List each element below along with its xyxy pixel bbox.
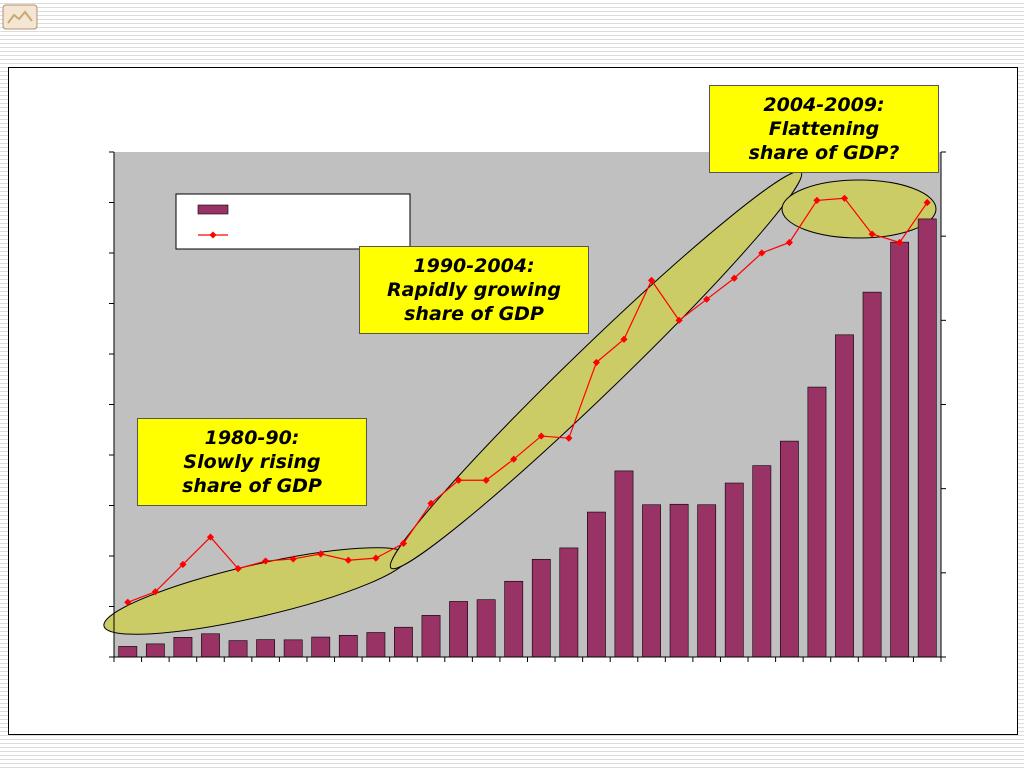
bar-1987 — [311, 636, 331, 658]
gdp-share-point-1994 — [510, 455, 518, 463]
bar-1992 — [449, 601, 468, 658]
gdp-share-point-1995 — [537, 432, 545, 440]
gdp-share-point-2008 — [896, 238, 904, 247]
bar-2005 — [807, 386, 827, 658]
bar-1981 — [145, 643, 165, 658]
callout-2004-line-2: Flattening — [768, 118, 880, 140]
callout-1980-line-2: Slowly rising — [183, 451, 321, 473]
bar-2006 — [835, 334, 854, 658]
bar-2001 — [697, 504, 717, 658]
callout-1990-line-3: share of GDP — [404, 303, 544, 325]
slide-thumbnail-icon — [2, 4, 38, 30]
bar-2007 — [862, 291, 882, 658]
bar-1994 — [504, 580, 524, 658]
bar-1989 — [366, 632, 386, 658]
gdp-share-point-1982 — [179, 560, 187, 569]
legend — [175, 193, 411, 250]
bar-1991 — [421, 615, 441, 658]
bar-2008 — [890, 241, 910, 658]
bar-2002 — [724, 482, 744, 658]
gdp-share-point-1988 — [344, 556, 352, 564]
gdp-share-point-2007 — [868, 230, 876, 238]
bar-1984 — [228, 640, 248, 658]
gdp-share-point-2002 — [730, 274, 738, 282]
callout-1980-90: 1980-90: Slowly rising share of GDP — [137, 418, 367, 506]
callout-2004-2009: 2004-2009: Flattening share of GDP? — [709, 85, 939, 173]
bar-1999 — [642, 504, 661, 658]
bar-2000 — [669, 503, 689, 658]
chart — [103, 151, 946, 662]
gdp-share-point-2009 — [923, 198, 931, 207]
gdp-share-point-1991 — [427, 499, 435, 507]
bar-1980 — [118, 646, 138, 658]
bar-1995 — [531, 558, 551, 658]
gdp-share-point-2005 — [813, 196, 821, 204]
bar-1986 — [283, 639, 303, 658]
gdp-share-point-1992 — [454, 476, 463, 484]
callout-1990-2004: 1990-2004: Rapidly growing share of GDP — [359, 246, 589, 334]
gdp-share-point-1990 — [399, 539, 408, 547]
gdp-share-point-2004 — [785, 238, 793, 247]
bar-1983 — [201, 633, 220, 658]
gdp-share-point-1981 — [151, 588, 159, 596]
gdp-share-point-1987 — [317, 550, 325, 558]
legend-swatch-bars — [197, 204, 229, 215]
bar-1982 — [173, 637, 193, 658]
gdp-share-point-2006 — [840, 194, 849, 202]
bar-2009 — [917, 218, 937, 658]
callout-1990-line-2: Rapidly growing — [387, 279, 561, 301]
gdp-share-point-1980 — [124, 598, 132, 606]
bar-1985 — [256, 639, 276, 658]
chart-frame: 1980-90: Slowly rising share of GDP 1990… — [8, 67, 1018, 735]
highlight-ellipse-2004-2009 — [781, 179, 937, 239]
legend-swatch-marker — [209, 231, 217, 239]
gdp-share-point-1993 — [482, 476, 490, 484]
gdp-share-point-1984 — [234, 565, 242, 573]
gdp-share-point-2003 — [758, 249, 766, 257]
callout-2004-line-1: 2004-2009: — [763, 94, 885, 116]
gdp-share-point-1998 — [620, 335, 628, 343]
bar-1997 — [587, 511, 606, 658]
gdp-share-point-1986 — [289, 555, 297, 563]
gdp-share-point-1989 — [372, 554, 380, 562]
bar-1993 — [476, 599, 496, 658]
bar-1988 — [338, 634, 358, 658]
bar-1998 — [614, 470, 634, 658]
callout-1980-line-3: share of GDP — [182, 475, 322, 497]
gdp-share-line — [127, 197, 928, 603]
callout-1980-line-1: 1980-90: — [204, 427, 300, 449]
gdp-share-point-1983 — [206, 533, 215, 541]
callout-1990-line-1: 1990-2004: — [413, 255, 535, 277]
gdp-share-point-1996 — [565, 434, 573, 442]
bar-1990 — [394, 626, 413, 658]
callout-2004-line-3: share of GDP? — [748, 142, 900, 164]
bar-1996 — [559, 547, 579, 658]
gdp-share-point-1997 — [592, 358, 601, 367]
bar-2003 — [752, 465, 772, 658]
bar-2004 — [779, 440, 799, 658]
